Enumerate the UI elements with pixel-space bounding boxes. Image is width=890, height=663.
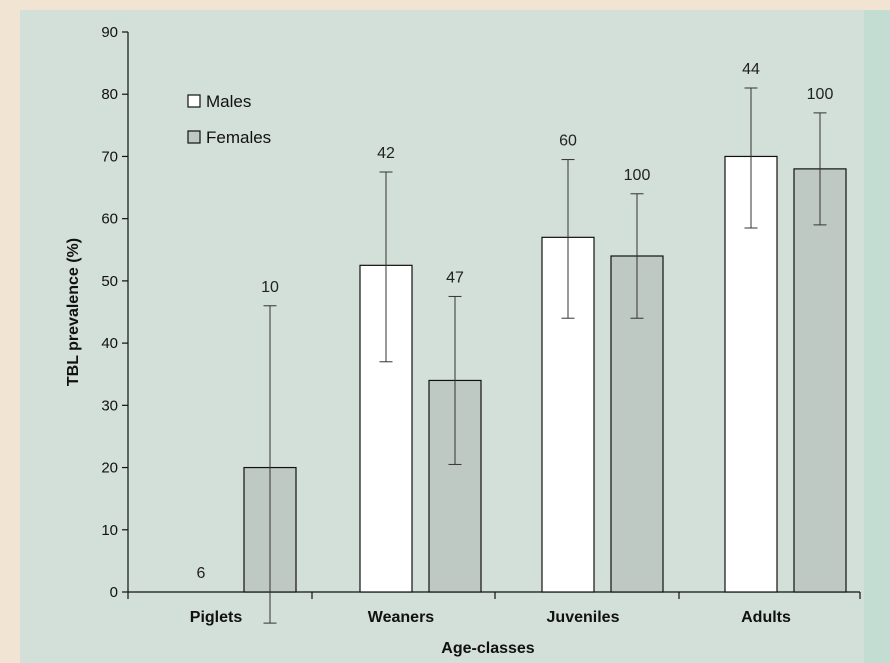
sample-size-label: 42 — [377, 145, 395, 162]
x-tick-label-piglets: Piglets — [190, 609, 243, 626]
legend-label-males: Males — [206, 92, 251, 111]
sample-size-label: 6 — [197, 565, 206, 582]
y-tick-label: 60 — [101, 211, 118, 228]
bar-females-adults — [793, 168, 847, 593]
side-strip — [864, 10, 890, 663]
legend-swatch-males — [187, 94, 201, 108]
y-tick-label: 0 — [110, 584, 118, 601]
x-tick-label-weaners: Weaners — [368, 609, 435, 626]
sample-size-label: 60 — [559, 133, 577, 150]
x-axis-title: Age-classes — [441, 640, 534, 657]
y-axis-title: TBL prevalence (%) — [65, 238, 82, 386]
y-tick-label: 20 — [101, 460, 118, 477]
y-tick-label: 90 — [101, 24, 118, 41]
sample-size-label: 100 — [807, 86, 834, 103]
y-tick-label: 70 — [101, 148, 118, 165]
y-tick-label: 10 — [101, 522, 118, 539]
y-tick-label: 80 — [101, 86, 118, 103]
legend-swatch-females — [187, 130, 201, 144]
x-tick-label-juveniles: Juveniles — [547, 609, 620, 626]
y-tick-label: 40 — [101, 335, 118, 352]
y-tick-label: 30 — [101, 397, 118, 414]
sample-size-label: 100 — [624, 167, 651, 184]
sample-size-label: 10 — [261, 279, 279, 296]
x-tick-label-adults: Adults — [741, 609, 791, 626]
bar-males-adults — [724, 155, 778, 593]
sample-size-label: 47 — [446, 269, 464, 286]
legend-label-females: Females — [206, 128, 271, 147]
sample-size-label: 44 — [742, 61, 760, 78]
y-tick-label: 50 — [101, 273, 118, 290]
